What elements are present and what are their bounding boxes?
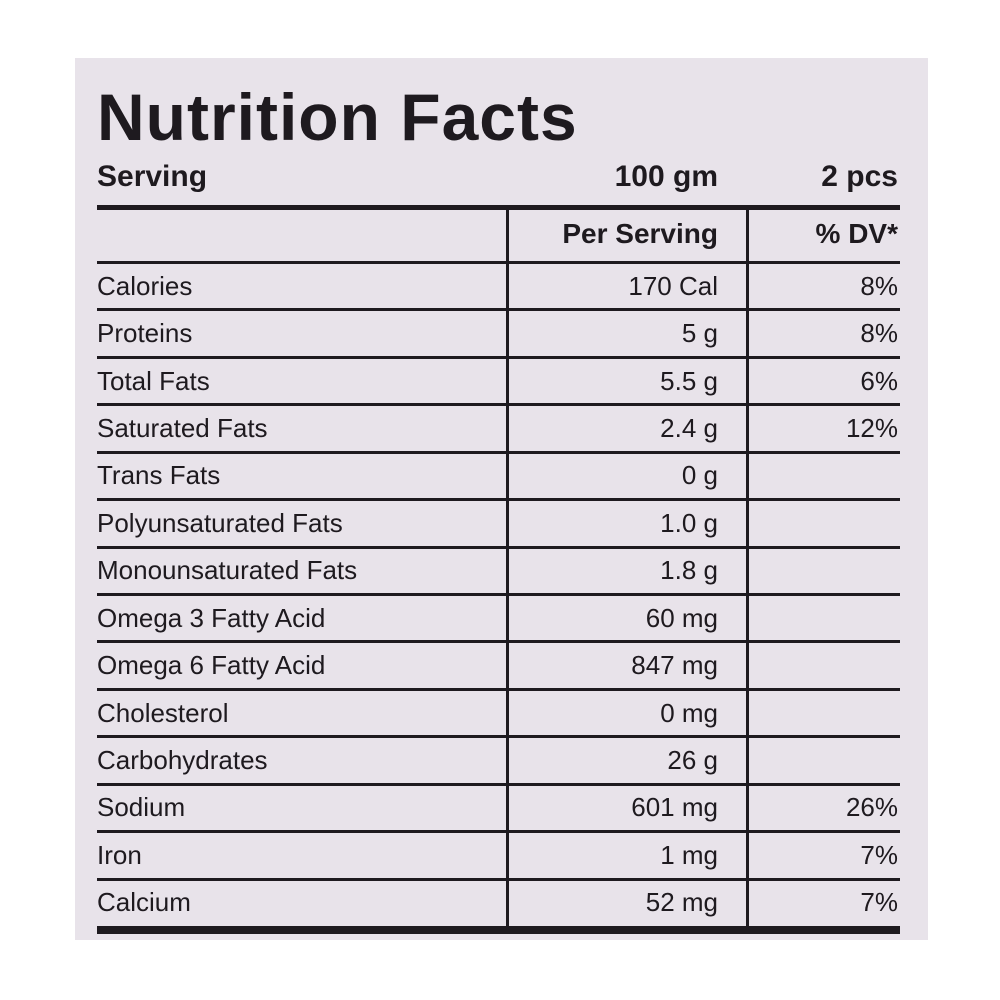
title: Nutrition Facts	[97, 80, 578, 154]
column-divider	[506, 207, 509, 932]
serving-pieces: 2 pcs	[821, 160, 898, 193]
daily-value: 8%	[860, 270, 898, 301]
amount: 1.8 g	[660, 555, 718, 586]
nutrient-name: Iron	[97, 839, 142, 870]
amount: 2.4 g	[660, 413, 718, 443]
daily-value: 6%	[860, 365, 898, 396]
nutrient-name: Total Fats	[97, 365, 210, 396]
nutrient-name: Sodium	[97, 792, 186, 823]
amount: 60 mg	[645, 602, 718, 633]
rule	[97, 830, 900, 834]
nutrient-name: Trans Fats	[97, 460, 221, 491]
column-header: Per Serving	[562, 218, 718, 249]
daily-value: 12%	[845, 413, 898, 443]
amount: 601 mg	[631, 792, 718, 823]
rule	[97, 498, 900, 502]
amount: 1.0 g	[660, 507, 718, 538]
amount: 52 mg	[645, 887, 718, 918]
amount: 847 mg	[631, 650, 718, 681]
daily-value: 7%	[860, 887, 898, 918]
nutrient-name: Carbohydrates	[97, 745, 268, 775]
rule	[97, 450, 900, 454]
rule	[97, 355, 900, 359]
rule	[97, 261, 900, 264]
amount: 0 mg	[660, 697, 718, 728]
daily-value: 26%	[845, 792, 898, 823]
rule	[97, 735, 900, 739]
serving-label: Serving	[97, 160, 208, 193]
rule	[97, 926, 900, 934]
nutrient-name: Polyunsaturated Fats	[97, 507, 343, 538]
rule	[97, 687, 900, 691]
nutrient-name: Omega 3 Fatty Acid	[97, 602, 326, 633]
nutrient-name: Calories	[97, 270, 193, 301]
nutrient-name: Saturated Fats	[97, 413, 268, 443]
column-header: % DV*	[815, 218, 898, 249]
rule	[97, 640, 900, 644]
nutrient-name: Omega 6 Fatty Acid	[97, 650, 326, 681]
amount: 26 g	[667, 745, 718, 775]
amount: 5.5 g	[660, 365, 718, 396]
column-divider	[746, 207, 749, 932]
rule	[97, 545, 900, 549]
rule	[97, 782, 900, 786]
daily-value: 7%	[860, 839, 898, 870]
rule	[97, 205, 900, 210]
amount: 170 Cal	[628, 270, 718, 301]
rule	[97, 593, 900, 596]
nutrient-name: Proteins	[97, 318, 193, 349]
rule	[97, 403, 900, 407]
rule	[97, 308, 900, 312]
daily-value: 8%	[860, 318, 898, 349]
serving-amount: 100 gm	[614, 160, 718, 193]
nutrient-name: Monounsaturated Fats	[97, 555, 358, 586]
nutrient-name: Cholesterol	[97, 697, 229, 728]
amount: 1 mg	[660, 839, 718, 870]
nutrient-name: Calcium	[97, 887, 191, 918]
amount: 5 g	[681, 318, 718, 349]
amount: 0 g	[681, 460, 718, 491]
rule	[97, 877, 900, 881]
